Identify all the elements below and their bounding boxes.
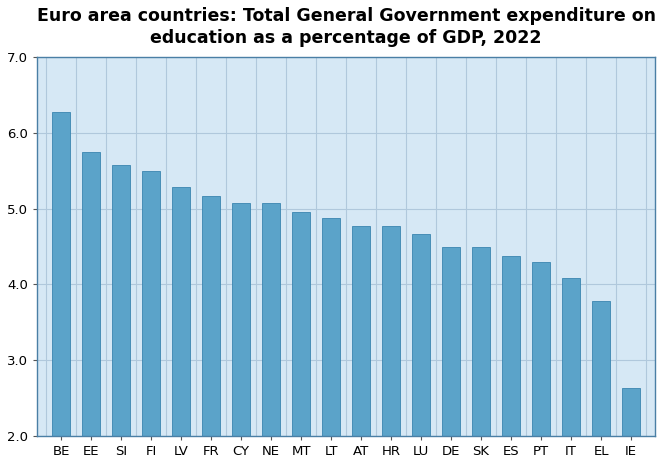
Bar <box>202 196 220 436</box>
Bar <box>412 233 430 436</box>
Bar <box>442 246 460 436</box>
Bar <box>382 226 400 436</box>
Bar <box>592 301 610 436</box>
Bar <box>532 262 550 436</box>
Bar <box>562 279 580 436</box>
Bar <box>232 203 250 436</box>
Bar <box>142 171 160 436</box>
Bar <box>82 152 100 436</box>
Bar <box>292 213 310 436</box>
Bar <box>112 165 130 436</box>
Bar <box>622 388 640 436</box>
Bar <box>322 218 340 436</box>
Bar <box>352 226 370 436</box>
Bar <box>52 112 70 436</box>
Bar <box>502 256 520 436</box>
Bar <box>472 246 490 436</box>
Title: Euro area countries: Total General Government expenditure on
education as a perc: Euro area countries: Total General Gover… <box>36 7 655 47</box>
Bar <box>262 203 280 436</box>
Bar <box>172 187 190 436</box>
